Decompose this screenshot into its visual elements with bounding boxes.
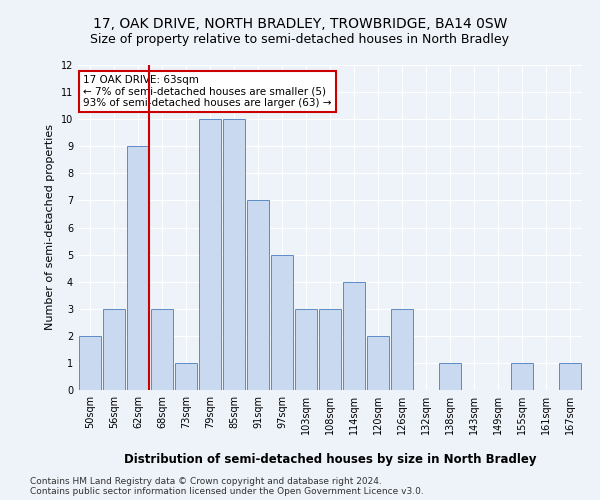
- Bar: [511, 363, 533, 390]
- Bar: [247, 200, 269, 390]
- Text: Distribution of semi-detached houses by size in North Bradley: Distribution of semi-detached houses by …: [124, 452, 536, 466]
- Bar: [439, 363, 461, 390]
- Bar: [559, 363, 581, 390]
- Bar: [199, 119, 221, 390]
- Bar: [271, 254, 293, 390]
- Bar: [223, 119, 245, 390]
- Text: Contains HM Land Registry data © Crown copyright and database right 2024.: Contains HM Land Registry data © Crown c…: [30, 478, 382, 486]
- Y-axis label: Number of semi-detached properties: Number of semi-detached properties: [45, 124, 55, 330]
- Text: Size of property relative to semi-detached houses in North Bradley: Size of property relative to semi-detach…: [91, 32, 509, 46]
- Bar: [295, 308, 317, 390]
- Bar: [127, 146, 149, 390]
- Text: Contains public sector information licensed under the Open Government Licence v3: Contains public sector information licen…: [30, 488, 424, 496]
- Bar: [319, 308, 341, 390]
- Bar: [103, 308, 125, 390]
- Bar: [391, 308, 413, 390]
- Bar: [343, 282, 365, 390]
- Text: 17, OAK DRIVE, NORTH BRADLEY, TROWBRIDGE, BA14 0SW: 17, OAK DRIVE, NORTH BRADLEY, TROWBRIDGE…: [93, 18, 507, 32]
- Text: 17 OAK DRIVE: 63sqm
← 7% of semi-detached houses are smaller (5)
93% of semi-det: 17 OAK DRIVE: 63sqm ← 7% of semi-detache…: [83, 74, 332, 108]
- Bar: [367, 336, 389, 390]
- Bar: [151, 308, 173, 390]
- Bar: [175, 363, 197, 390]
- Bar: [79, 336, 101, 390]
